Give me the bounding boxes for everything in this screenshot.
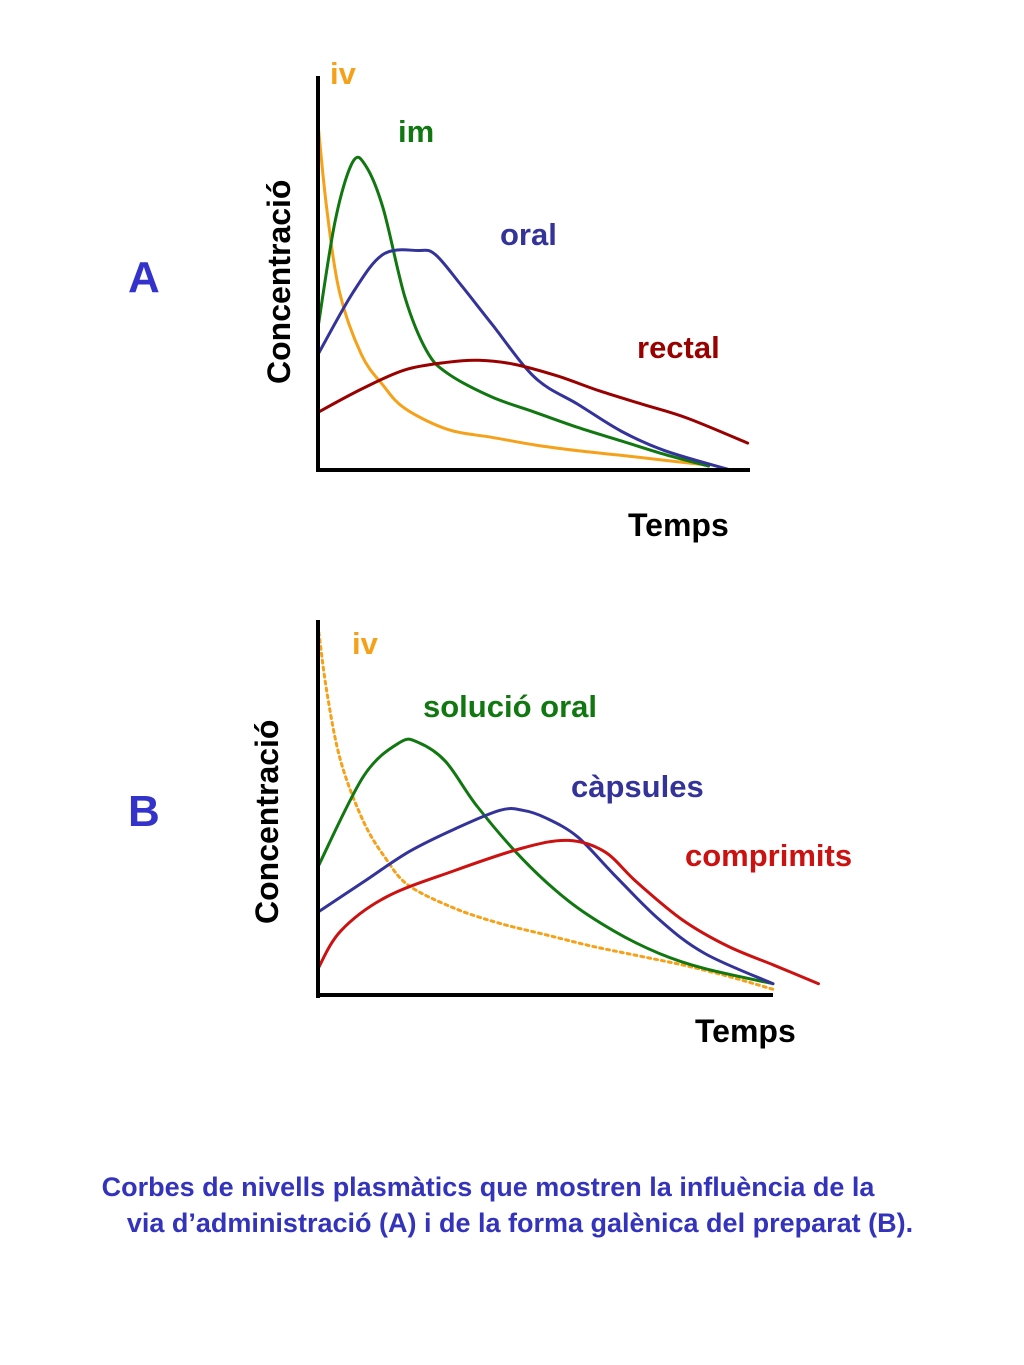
series-label-capsules: càpsules [571, 769, 704, 804]
series-line-b-iv [316, 624, 775, 991]
series-line-a-im [316, 155, 711, 468]
series-label-iv-a: iv [330, 56, 357, 91]
panel-a-curves [316, 122, 750, 472]
panel-b-y-axis-label: Concentració [249, 720, 285, 924]
panel-b-curves [316, 624, 820, 991]
figure-caption-line-1: Corbes de nivells plasmàtics que mostren… [101, 1172, 875, 1202]
panel-b-letter: B [128, 787, 160, 836]
series-label-iv-b: iv [352, 626, 379, 661]
series-line-b-capsules [316, 807, 775, 986]
panel-a: A Concentració Temps iv im oral rectal [128, 56, 750, 543]
series-label-oral: oral [500, 217, 557, 252]
series-line-a-iv [316, 122, 702, 466]
panel-a-x-axis-label: Temps [628, 507, 729, 543]
panel-a-letter: A [128, 253, 160, 302]
series-label-rectal: rectal [637, 330, 720, 365]
series-label-comprimits: comprimits [685, 838, 852, 873]
figure-caption-line-2: via d’administració (A) i de la forma ga… [126, 1208, 914, 1238]
series-line-b-solucio-oral [316, 737, 775, 986]
series-line-b-comprimits [316, 838, 820, 986]
panel-b: B Concentració Temps iv solució oral càp… [128, 620, 852, 1049]
series-label-im: im [398, 114, 434, 149]
panel-a-y-axis-label: Concentració [261, 180, 297, 384]
series-label-solucio-oral: solució oral [423, 689, 597, 724]
series-line-a-oral [316, 248, 732, 472]
series-line-a-rectal [316, 358, 750, 445]
panel-b-x-axis-label: Temps [695, 1013, 796, 1049]
